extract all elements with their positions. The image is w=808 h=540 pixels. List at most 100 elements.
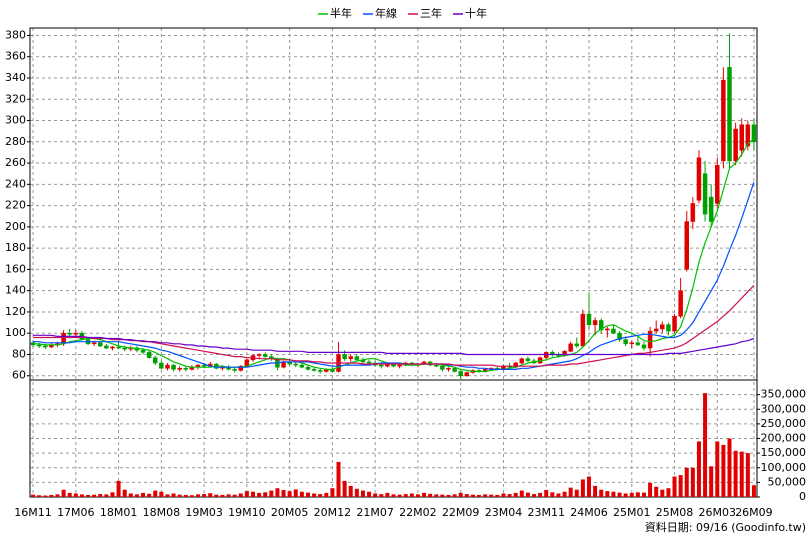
- candle-body: [568, 343, 573, 352]
- candle-body: [397, 364, 402, 367]
- y2-tick-label: 250,000: [761, 417, 807, 430]
- candle-body: [715, 164, 720, 204]
- candle-body: [690, 203, 696, 222]
- candle-body: [171, 364, 176, 370]
- candle-body: [67, 332, 72, 335]
- volume-bar: [348, 485, 353, 497]
- x-tick-label: 26M03: [699, 506, 737, 519]
- volume-bar: [134, 494, 139, 497]
- candle-body: [256, 354, 262, 356]
- volume-bar: [360, 490, 365, 497]
- y-tick-label: 240: [5, 177, 26, 190]
- volume-bar: [428, 493, 433, 497]
- volume-bar: [367, 491, 372, 497]
- x-tick-label: 23M04: [485, 506, 523, 519]
- legend-label: 十年: [465, 6, 487, 20]
- volume-bar: [336, 461, 341, 497]
- volume-bar: [678, 475, 683, 497]
- volume-bar: [483, 494, 488, 497]
- source-note: 資料日期: 09/16 (Goodinfo.tw): [645, 520, 806, 534]
- volume-bar: [660, 489, 665, 497]
- volume-bar: [519, 490, 524, 497]
- candle-body: [446, 368, 451, 370]
- volume-bar: [79, 494, 84, 497]
- volume-bar: [684, 467, 689, 497]
- x-tick-label: 22M02: [399, 506, 437, 519]
- volume-bar: [250, 491, 255, 497]
- volume-bar: [269, 490, 274, 497]
- volume-bar: [751, 485, 756, 497]
- candle-body: [379, 364, 384, 367]
- candle-body: [678, 290, 683, 317]
- y-tick-label: 300: [5, 114, 26, 127]
- volume-bar: [128, 493, 133, 497]
- y2-tick-label: 200,000: [761, 432, 807, 445]
- volume-bar: [86, 494, 91, 497]
- volume-bar: [312, 493, 317, 497]
- volume-bar: [299, 491, 304, 497]
- candle-body: [354, 356, 360, 361]
- volume-bar: [202, 494, 207, 497]
- volume-bar: [721, 444, 726, 497]
- candle-body: [434, 364, 439, 367]
- candle-body: [708, 196, 714, 222]
- volume-bar: [31, 494, 36, 497]
- volume-bar: [98, 494, 103, 497]
- volume-bar: [208, 493, 213, 497]
- volume-bar: [666, 488, 671, 497]
- y2-tick-label: 350,000: [761, 388, 807, 401]
- volume-bar: [415, 494, 420, 497]
- x-tick-label: 20M12: [314, 506, 352, 519]
- volume-bar: [226, 494, 231, 497]
- candle-body: [317, 370, 323, 372]
- legend-label: 三年: [420, 6, 442, 20]
- x-tick-label: 19M10: [228, 506, 266, 519]
- y-tick-label: 200: [5, 220, 26, 233]
- candle-body: [727, 67, 732, 162]
- y-tick-label: 320: [5, 92, 26, 105]
- candle-body: [666, 324, 671, 332]
- volume-bar: [293, 489, 298, 497]
- legend-label: 年線: [375, 6, 397, 20]
- candle-body: [91, 342, 97, 345]
- volume-bar: [446, 494, 451, 497]
- y-tick-label: 160: [5, 262, 26, 275]
- volume-bar: [214, 494, 219, 497]
- legend-label: 半年: [330, 6, 352, 20]
- candle-body: [739, 124, 744, 151]
- candle-body: [311, 369, 317, 371]
- volume-bar: [324, 492, 329, 497]
- volume-bar: [232, 494, 237, 497]
- candle-body: [696, 157, 702, 201]
- volume-bar: [580, 479, 585, 497]
- candle-body: [342, 354, 347, 359]
- volume-bar: [422, 492, 427, 497]
- candle-body: [751, 124, 757, 143]
- candle-body: [232, 369, 237, 371]
- volume-bar: [92, 494, 97, 497]
- volume-bar: [238, 493, 243, 497]
- volume-bar: [464, 494, 469, 497]
- candle-body: [721, 79, 726, 162]
- candle-body: [598, 320, 604, 331]
- volume-bar: [177, 494, 182, 497]
- candle-body: [702, 173, 708, 215]
- volume-bar: [599, 489, 604, 497]
- x-tick-label: 18M08: [143, 506, 181, 519]
- volume-bar: [556, 493, 561, 497]
- candle-body: [745, 124, 751, 147]
- x-tick-label: 16M11: [14, 506, 52, 519]
- volume-bar: [122, 489, 127, 497]
- volume-bar: [605, 491, 610, 497]
- x-tick-label: 18M01: [100, 506, 138, 519]
- volume-bar: [470, 494, 475, 497]
- volume-bar: [354, 488, 359, 497]
- x-tick-label: 20M05: [271, 506, 309, 519]
- volume-bar: [635, 492, 640, 497]
- volume-bar: [49, 494, 54, 497]
- volume-bar: [379, 494, 384, 497]
- candle-body: [262, 354, 268, 357]
- y-tick-label: 180: [5, 241, 26, 254]
- volume-bar: [318, 494, 323, 497]
